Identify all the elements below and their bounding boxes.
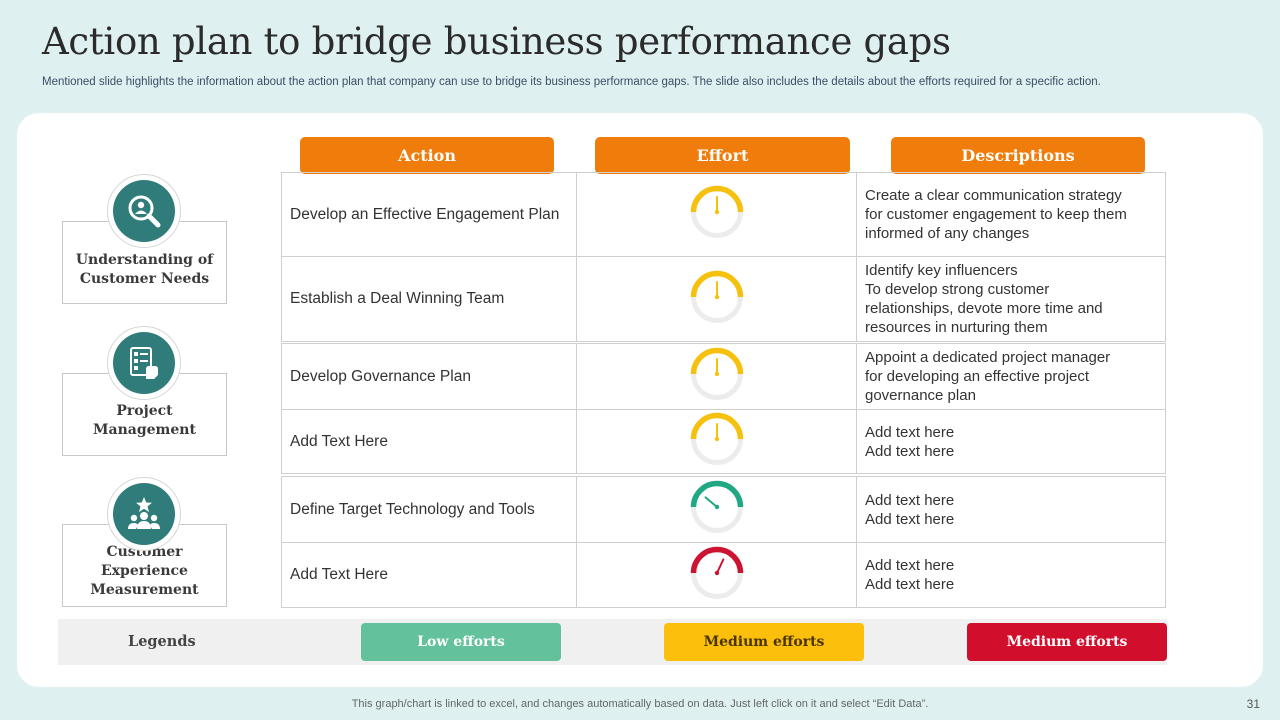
legend-text: Medium efforts <box>1006 634 1128 650</box>
effort-cell <box>576 343 857 410</box>
description-cell: Add text here Add text here <box>856 409 1166 474</box>
description-cell: Add text here Add text here <box>856 476 1166 543</box>
effort-cell <box>576 476 857 543</box>
action-cell: Establish a Deal Winning Team <box>281 256 577 342</box>
description-line: Add text here <box>865 510 955 528</box>
table-row: Develop an Effective Engagement Plan Cre… <box>281 172 1166 257</box>
description-line: Add text here <box>865 491 955 509</box>
action-cell: Add Text Here <box>281 409 577 474</box>
magnifier-user-icon <box>107 174 181 248</box>
action-cell: Develop an Effective Engagement Plan <box>281 172 577 257</box>
legend-text: Low efforts <box>417 634 505 650</box>
description-line: relationships, devote more time and <box>865 300 1103 317</box>
legend-medium-efforts: Medium efforts <box>664 623 864 661</box>
description-cell: Create a clear communication strategy for… <box>856 172 1166 257</box>
gauge-arc <box>690 270 743 297</box>
legend-text: Medium efforts <box>703 634 825 650</box>
table-row: Establish a Deal Winning Team Identify k… <box>281 256 1166 342</box>
gauge-arc <box>690 480 743 508</box>
table-row: Develop Governance Plan Appoint a dedica… <box>281 343 1166 410</box>
gauge-arc <box>690 185 743 213</box>
team-star-icon <box>107 477 181 551</box>
description-line: for customer engagement to keep them <box>865 206 1127 223</box>
description-cell: Add text here Add text here <box>856 542 1166 608</box>
effort-gauge-icon <box>690 270 743 323</box>
legend-label: Legends <box>128 633 196 650</box>
description-line: Create a clear communication strategy <box>865 187 1122 204</box>
table-row: Add Text Here Add text here Add text here <box>281 409 1166 474</box>
effort-gauge-icon <box>690 412 743 465</box>
description-line: Identify key influencers <box>865 262 1018 279</box>
category-label: Customer Experience Measurement <box>90 544 199 598</box>
action-cell: Add Text Here <box>281 542 577 608</box>
page-subtitle: Mentioned slide highlights the informati… <box>42 76 1101 88</box>
action-header: Action <box>300 137 554 174</box>
description-line: To develop strong customer <box>865 281 1050 298</box>
table-row: Define Target Technology and Tools Add t… <box>281 476 1166 543</box>
effort-cell <box>576 542 857 608</box>
gauge-arc <box>690 412 743 440</box>
descriptions-header: Descriptions <box>891 137 1145 174</box>
table-row: Add Text Here Add text here Add text here <box>281 542 1166 608</box>
description-line: Add text here <box>865 557 955 574</box>
footer-note: This graph/chart is linked to excel, and… <box>351 698 929 710</box>
description-line: Add text here <box>865 442 955 460</box>
description-line: informed of any changes <box>865 225 1030 242</box>
checklist-hand-icon <box>107 326 181 400</box>
action-group-customer-experience: Define Target Technology and Tools Add t… <box>281 476 1166 608</box>
effort-cell <box>576 256 857 342</box>
category-label: Project Management <box>93 403 196 438</box>
effort-header: Effort <box>595 137 850 174</box>
gauge-arc <box>690 546 743 573</box>
legend-low-efforts: Low efforts <box>361 623 561 661</box>
effort-gauge-icon <box>690 185 743 238</box>
gauge-needle <box>715 557 724 574</box>
action-group-project-management: Develop Governance Plan Appoint a dedica… <box>281 343 1166 474</box>
action-cell: Develop Governance Plan <box>281 343 577 410</box>
description-line: Add text here <box>865 423 955 441</box>
page-title: Action plan to bridge business performan… <box>42 20 951 63</box>
page-number: 31 <box>1246 697 1260 711</box>
gauge-needle <box>704 496 718 508</box>
description-cell: Identify key influencers To develop stron… <box>856 256 1166 342</box>
effort-cell <box>576 409 857 474</box>
description-cell: Appoint a dedicated project manager for d… <box>856 343 1166 410</box>
description-line: Add text here <box>865 576 955 593</box>
description-line: governance plan <box>865 387 976 404</box>
description-line: resources in nurturing them <box>865 319 1048 336</box>
effort-gauge-icon <box>690 347 743 400</box>
gauge-arc <box>690 347 743 375</box>
description-line: for developing an effective project <box>865 368 1090 385</box>
description-line: Appoint a dedicated project manager <box>865 349 1111 366</box>
action-group-customer-needs: Develop an Effective Engagement Plan Cre… <box>281 172 1166 342</box>
effort-cell <box>576 172 857 257</box>
category-label: Understanding of Customer Needs <box>75 252 214 287</box>
effort-gauge-icon <box>690 480 743 533</box>
effort-gauge-icon <box>690 546 743 599</box>
action-cell: Define Target Technology and Tools <box>281 476 577 543</box>
legend-high-efforts: Medium efforts <box>967 623 1167 661</box>
